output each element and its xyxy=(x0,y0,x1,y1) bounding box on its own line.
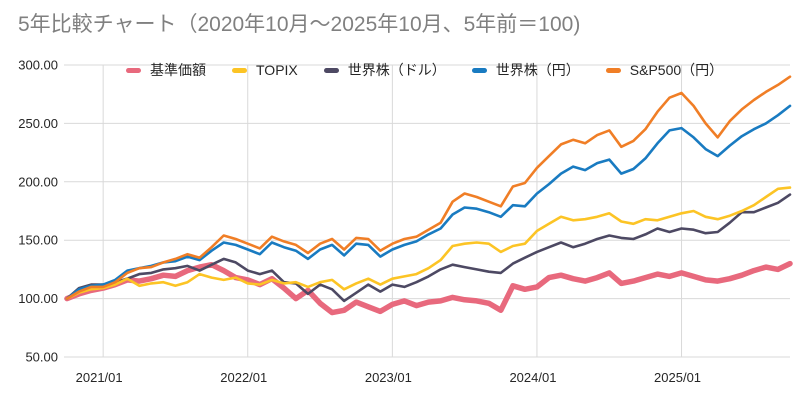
chart-title: 5年比較チャート（2020年10月～2025年10月、5年前＝100) xyxy=(18,13,581,36)
x-tick-label: 2023/01 xyxy=(365,370,412,385)
y-tick-label: 300.00 xyxy=(18,58,58,73)
legend-swatch-world-usd xyxy=(323,67,339,73)
y-tick-label: 200.00 xyxy=(18,174,58,189)
x-tick-label: 2021/01 xyxy=(76,370,123,385)
series-line-0 xyxy=(64,260,793,316)
y-tick-label: 50.00 xyxy=(25,350,58,365)
y-tick-label: 150.00 xyxy=(18,233,58,248)
legend-item-world-usd[interactable]: 世界株（ドル） xyxy=(323,60,446,80)
legend-swatch-topix xyxy=(232,67,247,73)
legend-swatch-fund xyxy=(126,67,141,73)
x-tick-label: 2022/01 xyxy=(220,370,267,385)
legend-swatch-world-jpy xyxy=(471,67,487,73)
x-tick-label: 2025/01 xyxy=(654,370,701,385)
x-tick-label: 2024/01 xyxy=(509,370,556,385)
series-line-3 xyxy=(65,104,792,300)
series-line-1 xyxy=(65,186,792,300)
chart-legend: 基準価額 TOPIX 世界株（ドル） 世界株（円） S&P500（円） xyxy=(126,60,723,80)
legend-label-topix: TOPIX xyxy=(256,62,298,78)
legend-swatch-sp500-jpy xyxy=(605,67,621,73)
legend-label-world-jpy: 世界株（円） xyxy=(495,62,580,78)
legend-item-topix[interactable]: TOPIX xyxy=(232,62,298,78)
y-tick-label: 100.00 xyxy=(18,291,58,306)
legend-label-fund: 基準価額 xyxy=(150,62,206,78)
legend-item-fund[interactable]: 基準価額 xyxy=(126,60,206,80)
legend-label-sp500-jpy: S&P500（円） xyxy=(629,62,724,78)
series-line-2 xyxy=(65,193,792,303)
legend-item-sp500-jpy[interactable]: S&P500（円） xyxy=(605,60,724,80)
series-line-4 xyxy=(65,75,792,300)
legend-label-world-usd: 世界株（ドル） xyxy=(347,62,446,78)
y-tick-label: 250.00 xyxy=(18,116,58,131)
legend-item-world-jpy[interactable]: 世界株（円） xyxy=(471,60,580,80)
